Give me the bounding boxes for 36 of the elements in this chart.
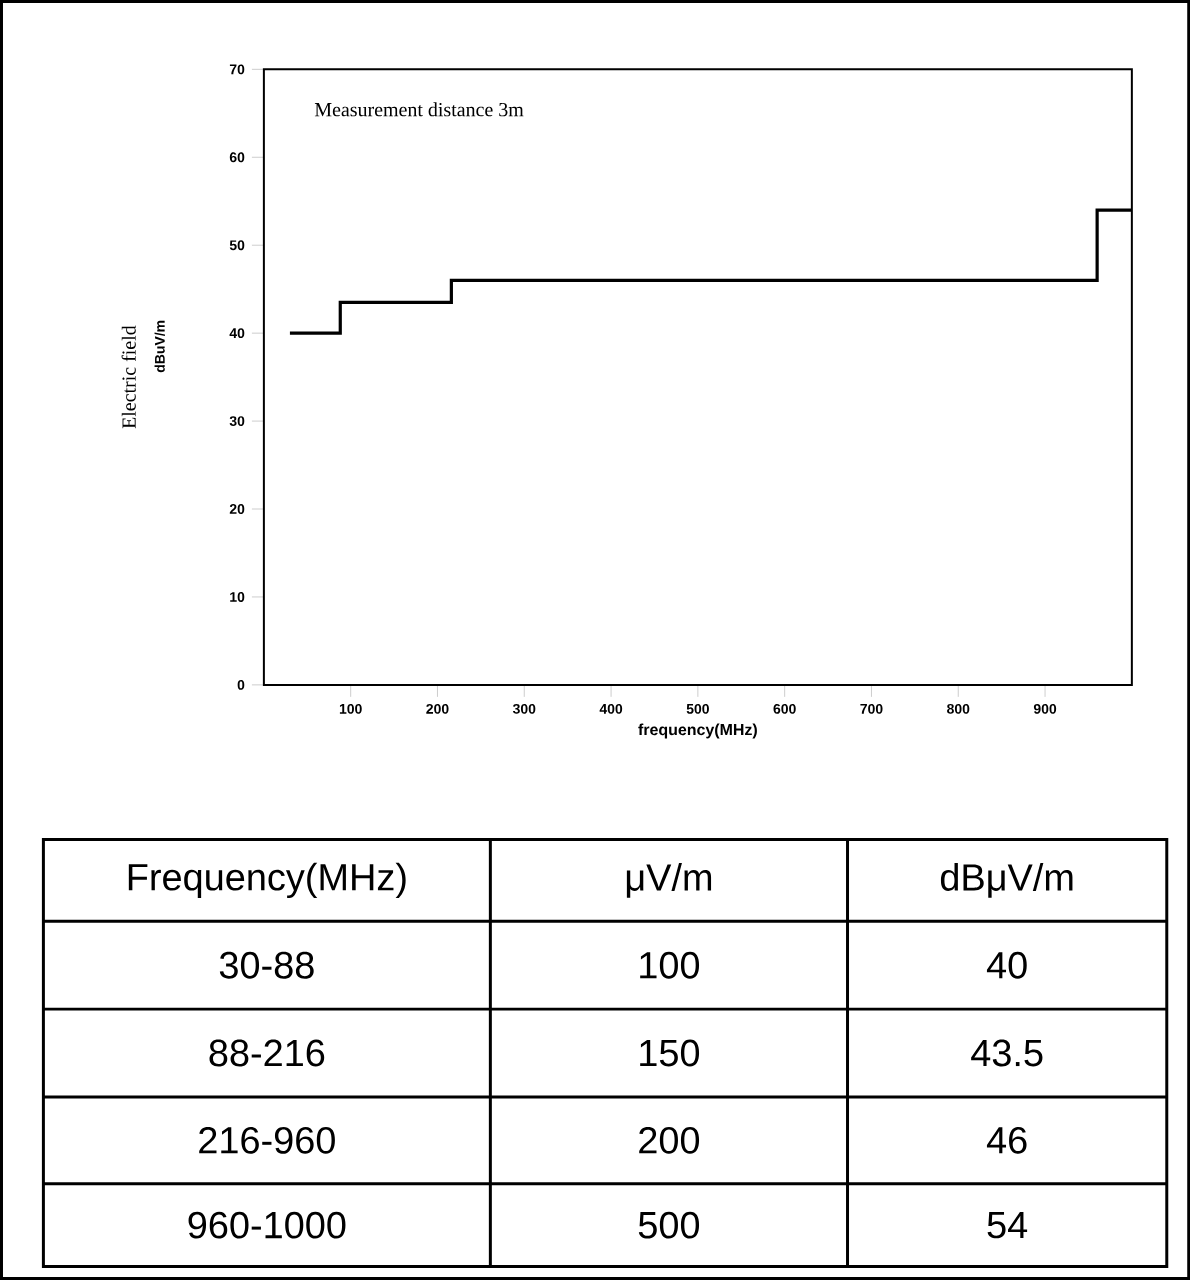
annotation: Measurement distance 3m [314,102,524,117]
text: 150 [640,1039,699,1067]
y-tick-label: 10 [230,592,245,602]
text: 960-1000 [188,1211,346,1239]
text: dBuV/m [154,320,165,373]
y-tick-label: 20 [229,504,245,514]
text: 216-960 [199,1126,335,1154]
x-tick-label: 600 [773,703,796,714]
y-axis-title: Electric field [121,325,136,429]
text: 40 [986,951,1027,979]
text: 46 [986,1126,1027,1154]
text: 30-88 [219,951,314,979]
x-tick-label: 300 [512,703,536,714]
text: 200 [639,1126,699,1154]
text: 43.5 [971,1039,1043,1067]
text: 54 [987,1211,1028,1239]
text: Frequency(MHz) [128,862,406,899]
x-tick-label: 500 [686,703,709,714]
y-tick-label: 30 [229,416,245,427]
x-tick-label: 100 [339,703,362,714]
text: 100 [640,951,699,979]
y-tick-label: 40 [229,328,245,339]
x-tick-label: 900 [1033,703,1057,714]
x-tick-label: 800 [946,703,970,714]
text: 88-216 [209,1039,325,1067]
y-tick-label: 50 [229,240,245,251]
x-tick-label: 700 [860,703,883,714]
y-tick-label: 60 [229,152,245,163]
x-tick-label: 400 [599,703,623,714]
x-tick-label: 200 [426,703,449,714]
y-tick-label: 0 [237,679,245,690]
x-axis-title: frequency(MHz) [638,723,757,739]
text: dBμV/m [940,863,1073,898]
text: 500 [638,1211,699,1239]
y-tick-label: 70 [229,64,245,75]
text: μV/m [626,863,711,898]
